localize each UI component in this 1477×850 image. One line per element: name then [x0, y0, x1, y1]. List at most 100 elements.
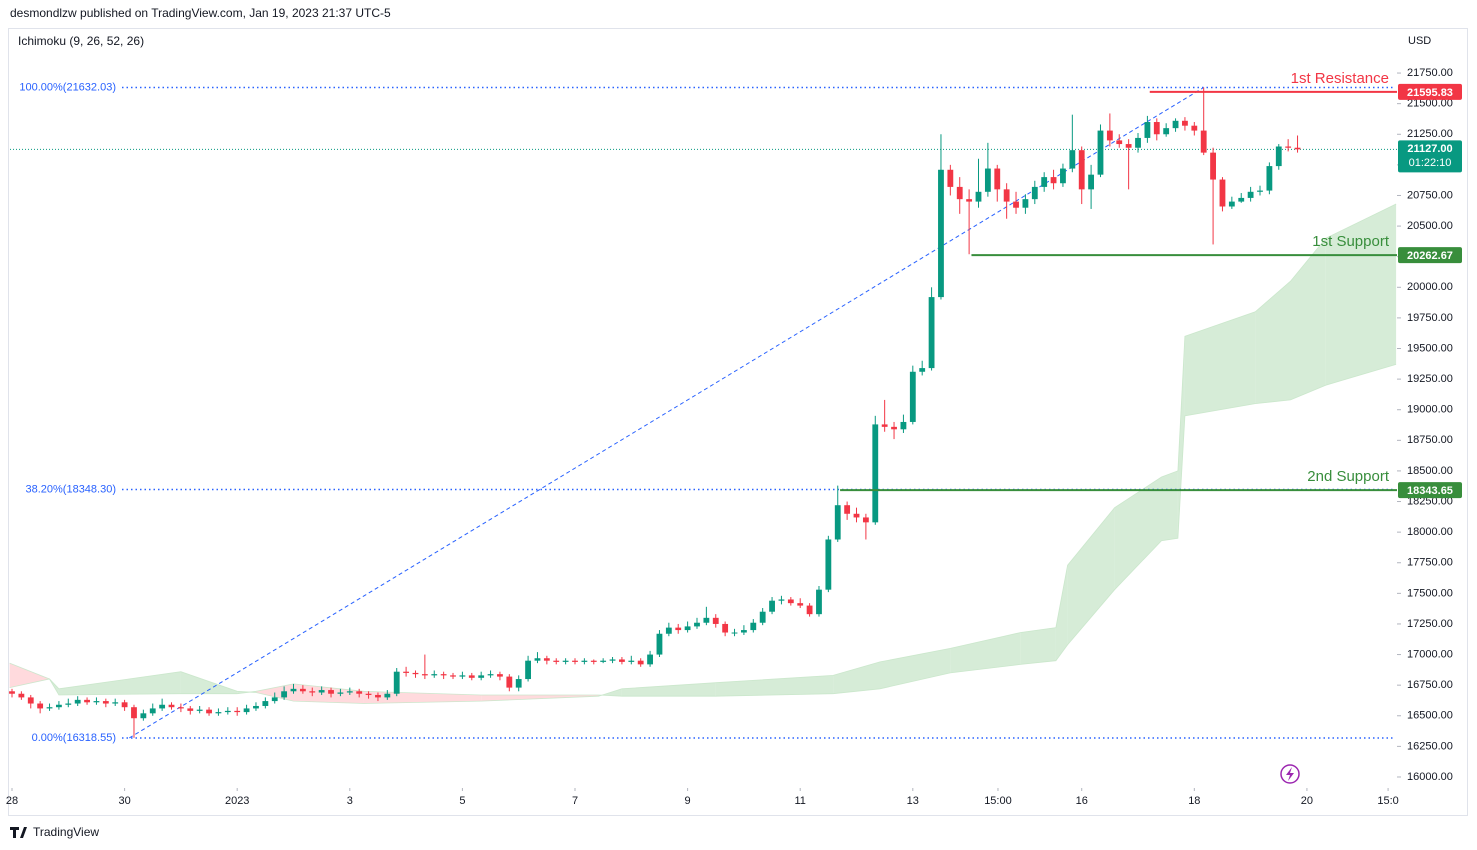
level-value: 20262.67	[1407, 250, 1453, 262]
x-tick-label: 15:0	[1377, 795, 1398, 807]
fib-label: 0.00%(16318.55)	[32, 732, 116, 744]
candle-body	[900, 421, 907, 430]
candle-body	[65, 703, 72, 705]
candle-body	[365, 693, 372, 695]
cloud-fill	[950, 632, 1021, 673]
x-tick-label: 18	[1188, 795, 1200, 807]
candle-body	[553, 660, 560, 662]
candle-body	[675, 627, 682, 631]
cloud-fill	[1177, 336, 1185, 539]
candle-body	[140, 713, 147, 719]
lightning-icon[interactable]	[1280, 764, 1300, 784]
candle-body	[1060, 168, 1066, 184]
cloud-fill	[58, 671, 181, 695]
candle-body	[299, 688, 306, 692]
candle-body	[271, 697, 278, 702]
y-tick-label: 20500.00	[1407, 220, 1453, 232]
candle-body	[159, 704, 166, 709]
candle-body	[421, 674, 428, 676]
level-value: 18343.65	[1407, 485, 1453, 497]
candle-body	[919, 368, 926, 372]
candle-body	[1116, 140, 1123, 145]
candle-body	[290, 688, 297, 692]
publisher: desmondlzw published on TradingView.com,…	[10, 6, 391, 20]
candle-body	[994, 168, 1001, 190]
lightning-glyph	[1286, 767, 1294, 781]
chart-frame	[8, 28, 1468, 816]
candle-body	[956, 186, 963, 200]
candle-body	[1078, 150, 1085, 190]
level-value: 21595.83	[1407, 87, 1453, 99]
y-tick-label: 20000.00	[1407, 281, 1453, 293]
candle-body	[84, 699, 90, 703]
candle-body	[534, 658, 541, 661]
x-tick-label: 30	[118, 795, 130, 807]
cloud-fill	[1290, 238, 1326, 400]
candle-body	[112, 702, 119, 704]
candle-body	[253, 705, 259, 709]
candle-body	[881, 424, 888, 427]
candle-body	[1031, 186, 1038, 200]
candle-body	[431, 674, 438, 676]
candle-body	[600, 660, 607, 662]
cloud-fill	[621, 682, 716, 697]
candle-body	[234, 710, 241, 713]
candle-body	[1144, 122, 1151, 138]
cloud-layer	[9, 203, 1397, 704]
y-tick-label: 16000.00	[1407, 771, 1453, 783]
candle-body	[102, 701, 109, 704]
cloud-fill	[9, 663, 50, 688]
candle-body	[1210, 152, 1216, 180]
candle-body	[46, 707, 53, 709]
candle-body	[346, 691, 353, 693]
candle-body	[1294, 147, 1301, 150]
candle-body	[834, 505, 841, 540]
y-tick-label: 21250.00	[1407, 128, 1453, 140]
candle-body	[131, 707, 137, 719]
candle-body	[403, 671, 410, 673]
cloud-fill	[180, 671, 238, 694]
candle-body	[703, 617, 710, 623]
candle-body	[281, 691, 288, 698]
candle-body	[1153, 122, 1160, 135]
cloud-fill	[1184, 311, 1256, 416]
candle-body	[384, 693, 391, 698]
y-tick-label: 17000.00	[1407, 648, 1453, 660]
candle-body	[318, 690, 325, 693]
x-tick-label: 7	[572, 795, 578, 807]
cloud-fill	[1067, 507, 1115, 645]
candle-body	[740, 630, 747, 633]
candle-body	[1285, 146, 1292, 148]
candle-body	[731, 632, 738, 634]
y-tick-label: 19750.00	[1407, 312, 1453, 324]
candle-body	[309, 691, 316, 693]
candle-body	[196, 709, 203, 711]
candle-body	[121, 702, 128, 708]
last-price-label: 21127.00	[1407, 143, 1452, 155]
cloud-fill	[1114, 477, 1162, 590]
candle-body	[1097, 130, 1104, 175]
candle-body	[628, 660, 635, 662]
x-tick-label: 3	[347, 795, 353, 807]
candle-body	[1135, 137, 1141, 148]
candle-body	[459, 675, 466, 677]
candle-body	[1041, 177, 1048, 187]
candle-body	[337, 692, 344, 694]
candle-body	[1106, 130, 1113, 141]
x-tick-label: 16	[1076, 795, 1088, 807]
candle-body	[525, 660, 531, 680]
y-tick-label: 18500.00	[1407, 465, 1453, 477]
candle-body	[1257, 190, 1263, 192]
candle-body	[797, 603, 804, 606]
candle-body	[787, 599, 794, 604]
candle-body	[515, 679, 522, 688]
candle-body	[665, 627, 672, 634]
candle-body	[37, 703, 44, 709]
lines-layer	[10, 86, 1397, 739]
cloud-fill	[1161, 470, 1178, 541]
candle-body	[487, 674, 494, 676]
candle-body	[1182, 120, 1188, 126]
candle-body	[1003, 189, 1010, 202]
indicator-name: Ichimoku (9, 26, 52, 26)	[18, 34, 144, 48]
y-tick-label: 17250.00	[1407, 618, 1453, 630]
